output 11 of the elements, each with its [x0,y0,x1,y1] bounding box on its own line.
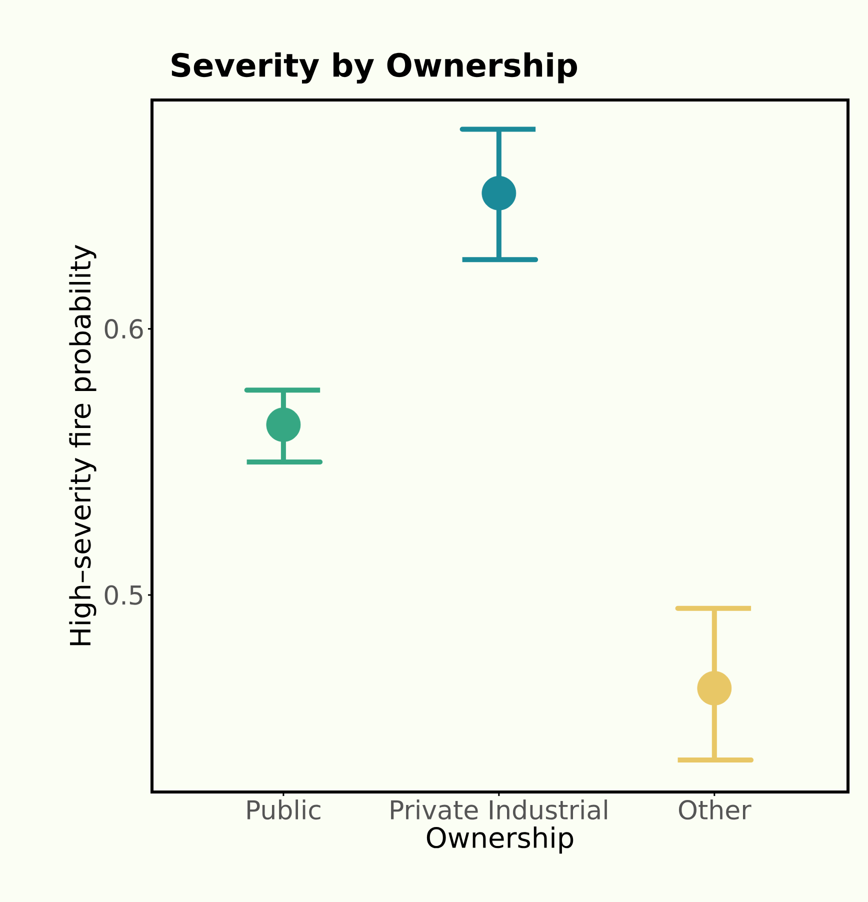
y-tick-label: 0.6 [104,319,143,339]
y-axis-title: High–severity fire probability [69,244,96,646]
x-axis-title: Ownership [426,826,574,854]
point [266,408,301,442]
point [482,176,516,210]
x-tick-label: Public [248,800,320,820]
x-tick-label: Private Industrial [391,800,607,820]
y-tick-label: 0.5 [104,585,142,605]
x-tick-label: Other [678,800,752,820]
chart-title: Severity by Ownership [172,52,578,84]
point [697,671,732,706]
